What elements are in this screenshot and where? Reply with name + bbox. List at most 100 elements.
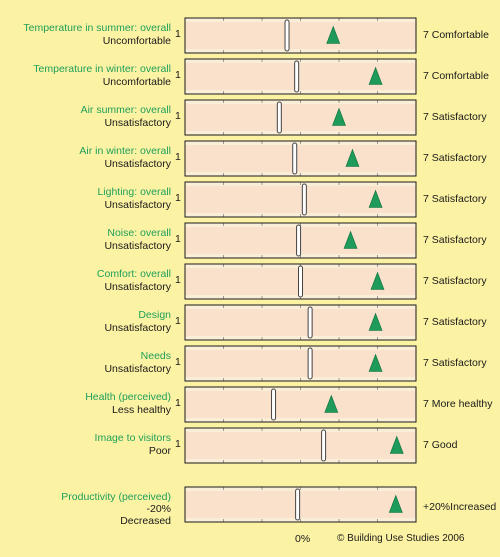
productivity-low-label: Decreased bbox=[120, 515, 171, 527]
row-0-band bbox=[185, 18, 416, 53]
row-low-number: 1 bbox=[175, 438, 181, 450]
productivity-band bbox=[185, 487, 416, 522]
row-high-label: 7 More healthy bbox=[423, 398, 493, 410]
row-4-benchmark bbox=[301, 183, 307, 216]
row-high-label: 7 Good bbox=[423, 439, 458, 451]
copyright-credit: © Building Use Studies 2006 bbox=[337, 533, 465, 544]
row-label: Health (perceived) Less healthy bbox=[85, 391, 171, 417]
row-low-label: Unsatisfactory bbox=[104, 158, 171, 170]
row-10-value-marker bbox=[389, 435, 404, 454]
row-low-label: Unsatisfactory bbox=[104, 281, 171, 293]
row-0-frame bbox=[184, 17, 417, 54]
row-5-value-marker bbox=[343, 230, 358, 249]
row-label: Air in winter: overall Unsatisfactory bbox=[79, 145, 171, 171]
row-1-frame bbox=[184, 58, 417, 95]
row-high-label: 7 Satisfactory bbox=[423, 152, 487, 164]
row-8-frame bbox=[184, 345, 417, 382]
row-8-benchmark bbox=[307, 347, 313, 380]
row-1-band bbox=[185, 59, 416, 94]
row-4-value-marker bbox=[368, 189, 383, 208]
row-low-number: 1 bbox=[175, 315, 181, 327]
row-low-number: 1 bbox=[175, 274, 181, 286]
row-high-label: 7 Satisfactory bbox=[423, 111, 487, 123]
row-8-band bbox=[185, 346, 416, 381]
row-low-number: 1 bbox=[175, 28, 181, 40]
row-label: Image to visitors Poor bbox=[95, 432, 171, 458]
row-high-label: 7 Satisfactory bbox=[423, 193, 487, 205]
row-10-benchmark bbox=[321, 429, 327, 462]
row-2-value-marker bbox=[332, 107, 346, 126]
row-low-number: 1 bbox=[175, 233, 181, 245]
row-9-band bbox=[185, 387, 416, 422]
row-low-label: Uncomfortable bbox=[102, 35, 171, 47]
row-4-frame bbox=[184, 181, 417, 218]
row-title: Lighting: overall bbox=[97, 186, 171, 198]
row-label: Comfort: overall Unsatisfactory bbox=[97, 268, 171, 294]
row-6-benchmark bbox=[298, 265, 303, 298]
row-label: Needs Unsatisfactory bbox=[104, 350, 171, 376]
productivity-high-label: Increased bbox=[450, 501, 497, 513]
productivity-value-marker bbox=[388, 494, 403, 513]
row-2-benchmark bbox=[276, 101, 282, 134]
row-title: Needs bbox=[140, 350, 171, 362]
row-label: Temperature in winter: overall Uncomforta… bbox=[33, 63, 171, 89]
row-2-band bbox=[185, 100, 416, 135]
row-title: Air in winter: overall bbox=[79, 145, 171, 157]
row-low-label: Unsatisfactory bbox=[104, 199, 171, 211]
row-low-label: Unsatisfactory bbox=[104, 240, 171, 252]
row-low-number: 1 bbox=[175, 69, 181, 81]
row-label: Noise: overall Unsatisfactory bbox=[104, 227, 171, 253]
row-title: Air summer: overall bbox=[80, 104, 171, 116]
row-high-label: 7 Satisfactory bbox=[423, 234, 487, 246]
productivity-frame bbox=[184, 486, 417, 523]
row-low-label: Unsatisfactory bbox=[104, 117, 171, 129]
productivity-low-value: -20% bbox=[146, 503, 171, 515]
row-9-value-marker bbox=[324, 394, 339, 413]
productivity-high: +20%Increased bbox=[423, 501, 496, 513]
productivity-benchmark bbox=[295, 488, 301, 521]
row-7-band bbox=[185, 305, 416, 340]
row-label: Air summer: overall Unsatisfactory bbox=[81, 104, 171, 130]
row-low-number: 1 bbox=[175, 397, 181, 409]
row-label: Temperature in summer: overall Uncomforta… bbox=[23, 22, 171, 48]
zero-axis-label: 0% bbox=[295, 533, 311, 545]
row-label: Lighting: overall Unsatisfactory bbox=[97, 186, 171, 212]
row-low-number: 1 bbox=[175, 192, 181, 204]
row-title: Noise: overall bbox=[107, 227, 171, 239]
row-label: Design Unsatisfactory bbox=[104, 309, 171, 335]
row-4-band bbox=[185, 182, 416, 217]
row-low-label: Less healthy bbox=[112, 404, 171, 416]
row-low-number: 1 bbox=[175, 151, 181, 163]
row-low-label: Unsatisfactory bbox=[104, 363, 171, 375]
row-high-label: 7 Comfortable bbox=[423, 29, 489, 41]
row-low-number: 1 bbox=[175, 110, 181, 122]
row-0-value-marker bbox=[326, 25, 341, 44]
row-1-value-marker bbox=[368, 66, 383, 85]
row-6-value-marker bbox=[370, 271, 385, 290]
row-8-value-marker bbox=[368, 353, 383, 372]
row-high-label: 7 Comfortable bbox=[423, 70, 489, 82]
productivity-high-value: +20% bbox=[423, 501, 451, 513]
row-title: Temperature in summer: overall bbox=[23, 22, 171, 34]
productivity-label: Productivity (perceived) -20% Decreased bbox=[61, 491, 171, 527]
row-high-label: 7 Satisfactory bbox=[423, 275, 487, 287]
row-high-label: 7 Satisfactory bbox=[423, 357, 487, 369]
row-low-number: 1 bbox=[175, 356, 181, 368]
row-7-value-marker bbox=[368, 312, 383, 331]
row-0-benchmark bbox=[284, 19, 290, 52]
row-9-benchmark bbox=[271, 388, 277, 421]
row-5-benchmark bbox=[296, 224, 302, 257]
row-7-benchmark bbox=[307, 306, 313, 339]
row-1-benchmark bbox=[294, 60, 300, 93]
row-6-frame bbox=[184, 263, 417, 300]
row-9-frame bbox=[184, 386, 417, 423]
row-low-label: Uncomfortable bbox=[102, 76, 171, 88]
row-title: Temperature in winter: overall bbox=[33, 63, 171, 75]
row-2-frame bbox=[184, 99, 417, 136]
row-high-label: 7 Satisfactory bbox=[423, 316, 487, 328]
row-title: Health (perceived) bbox=[85, 391, 171, 403]
row-5-frame bbox=[184, 222, 417, 259]
row-low-label: Poor bbox=[148, 445, 171, 457]
row-3-benchmark bbox=[292, 142, 298, 175]
